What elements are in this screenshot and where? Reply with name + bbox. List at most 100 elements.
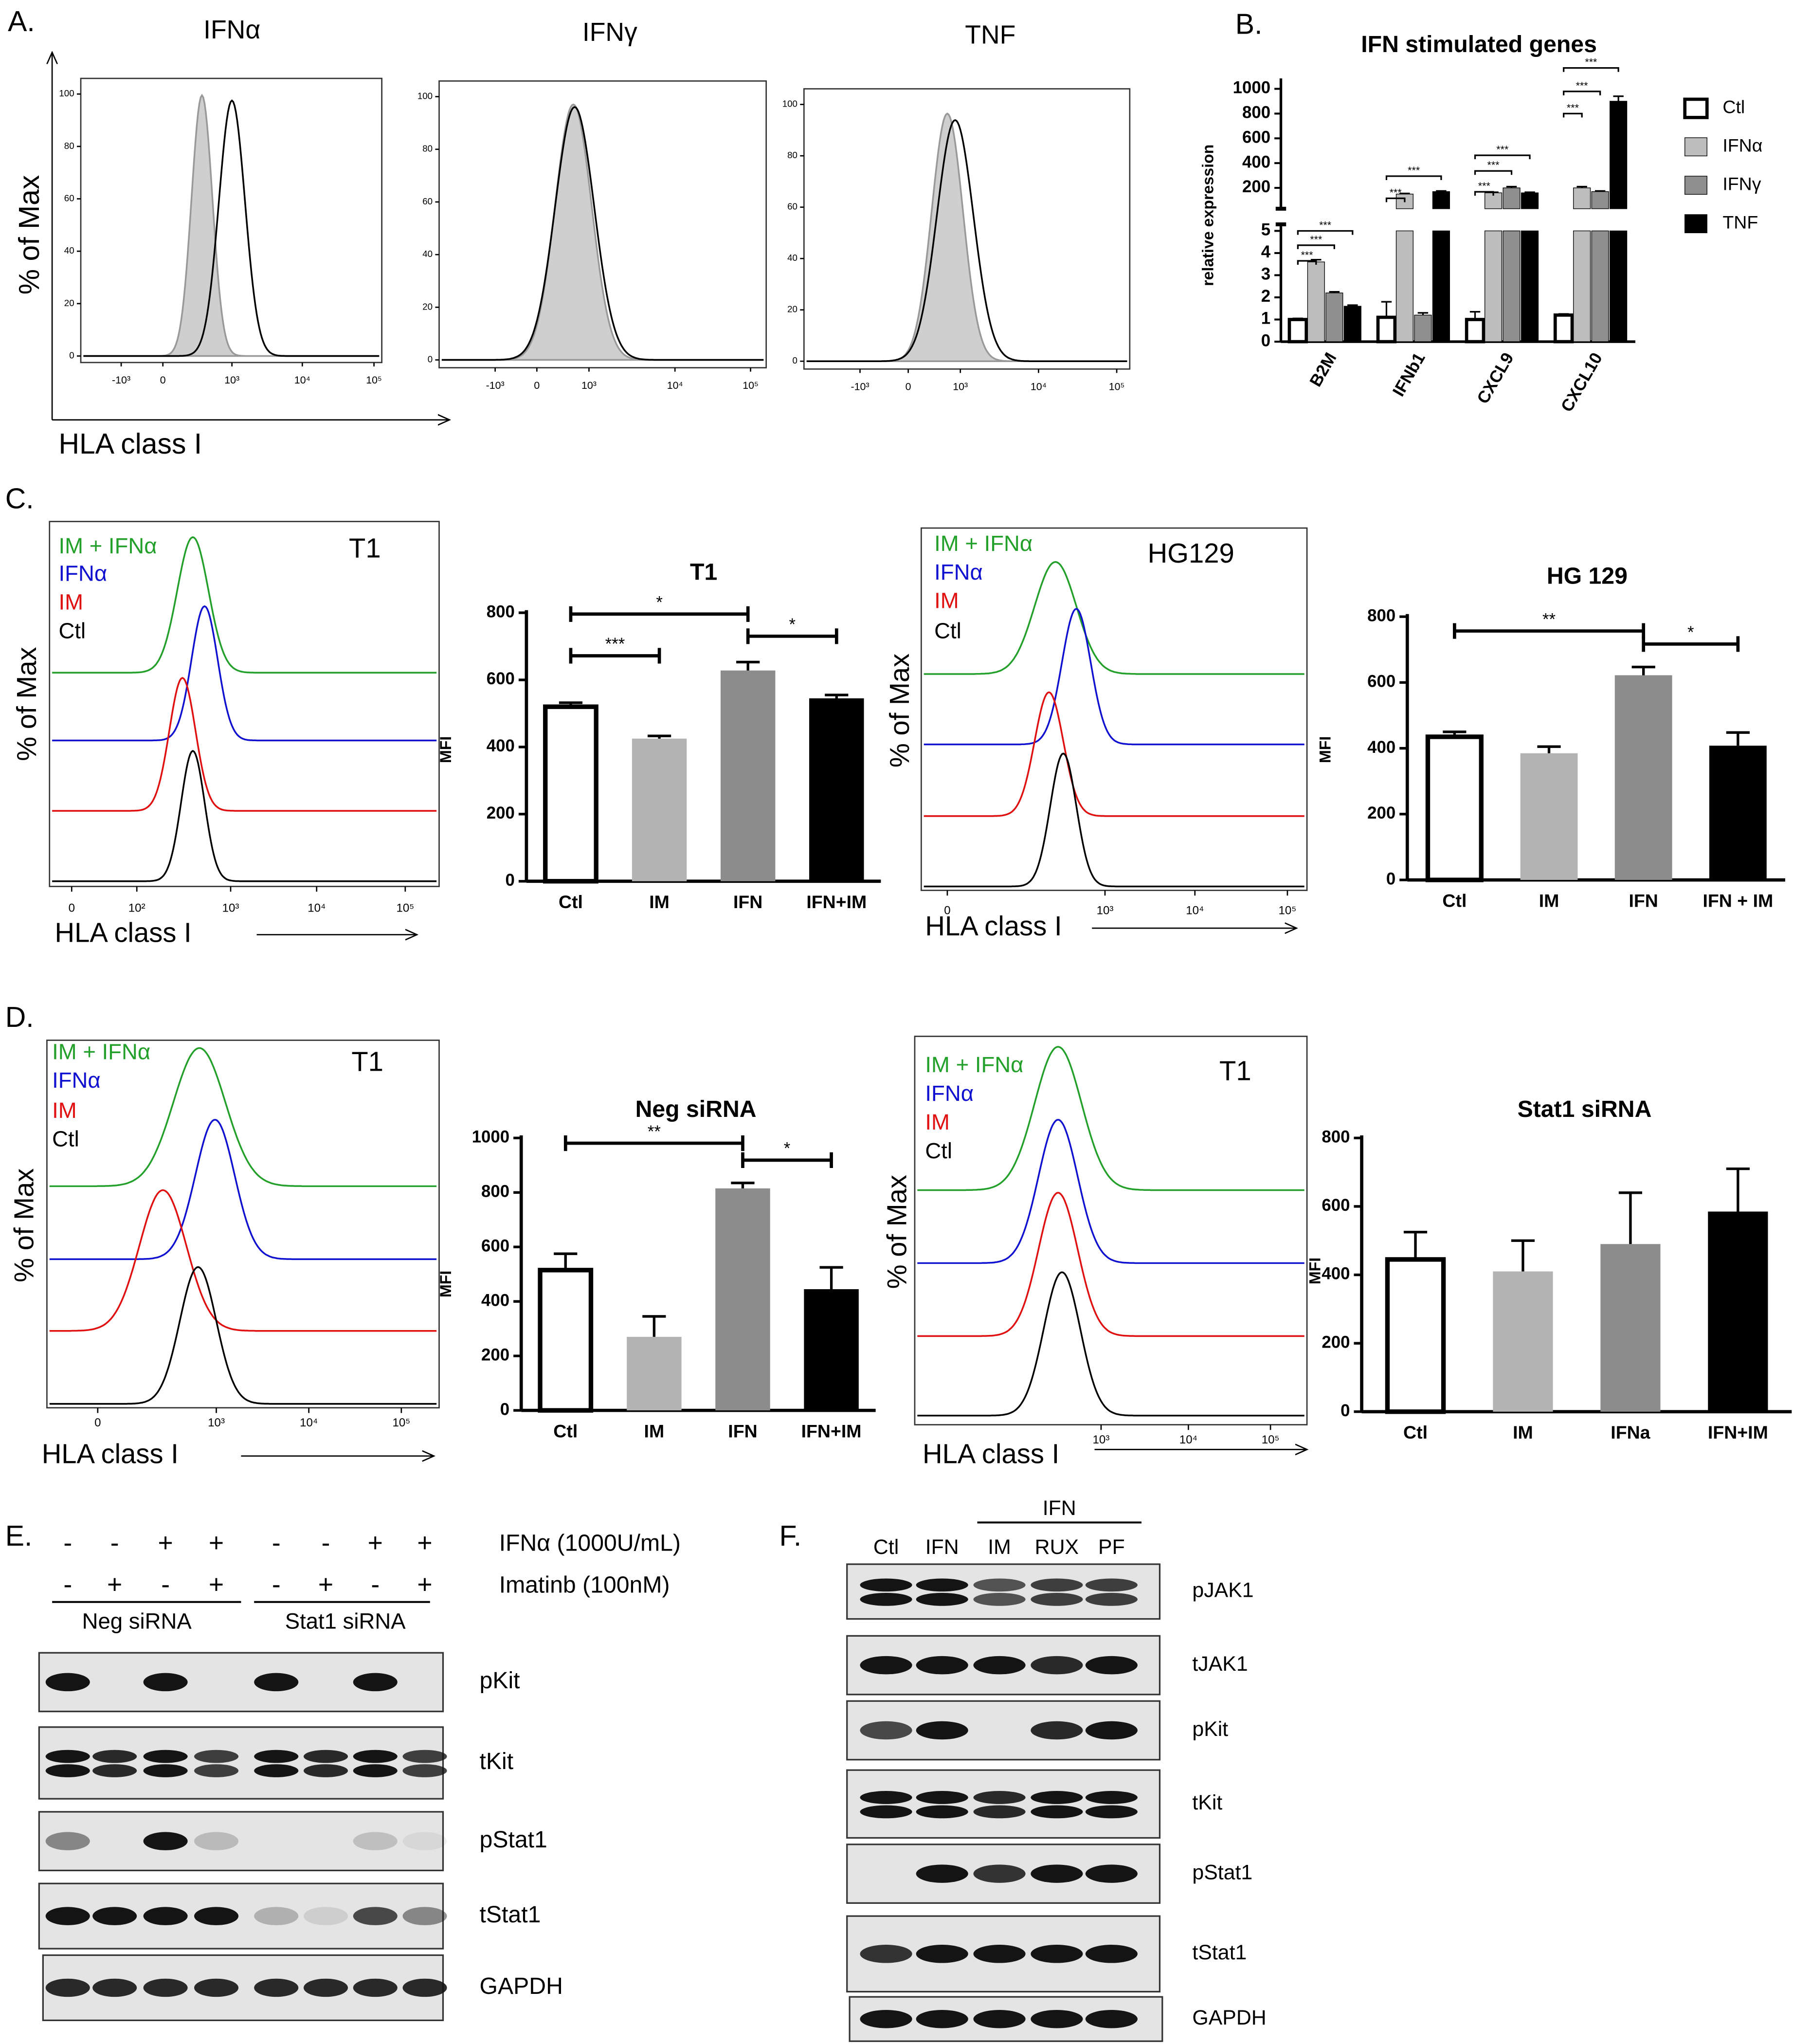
legend-entry: IM + IFNα [925,1052,1023,1077]
blot-band [92,1978,137,1997]
blot-band [1085,1656,1138,1675]
histogram-curve [49,1266,437,1405]
bar [715,1188,770,1411]
significance-bracket [1474,170,1513,175]
y-tick-label: 0 [1261,331,1270,350]
y-axis-label: % of Max [8,1168,39,1282]
significance-label: *** [1478,180,1490,192]
lane-label: Ctl [873,1535,899,1559]
blot-band [194,1764,239,1777]
x-tick-label: 10⁵ [743,380,759,391]
legend-entry: IM [52,1098,77,1123]
plot-frame [80,77,383,364]
panel-label: D. [5,1002,34,1033]
blot-membrane [38,1811,444,1872]
bar [1503,187,1521,209]
chart-title: T1 [690,559,717,585]
significance-label: *** [1576,80,1588,91]
blot-band [1085,1578,1138,1592]
histogram-curve [917,1192,1304,1337]
blot-band [303,1750,348,1763]
x-tick-label: IM [1513,1422,1533,1442]
bar [1503,230,1521,342]
blot-label: GAPDH [1192,2006,1266,2029]
y-tick-label: 80 [64,141,74,151]
x-tick-label: 10⁴ [1179,1433,1197,1446]
y-tick-label: 400 [487,736,515,755]
treatment-sign: - [322,1529,330,1557]
significance-bracket [1297,260,1317,265]
significance-label: *** [1567,102,1579,113]
panel-label: E. [5,1520,33,1552]
x-axis-label: HLA class I [925,911,1062,941]
blot-band [860,2009,912,2028]
blot-band [860,1592,912,1606]
legend-entry: Ctl [59,618,86,643]
panel-label: C. [5,483,34,514]
blot-band [353,1832,398,1850]
plot-title: TNF [965,21,1015,50]
x-tick-label: 0 [94,1416,101,1429]
x-tick-label: 10⁴ [294,374,310,386]
significance-label: * [784,1139,791,1158]
histogram-curve [917,1046,1304,1191]
bar [720,670,776,881]
error-bar [1506,185,1517,188]
bar [1591,230,1609,342]
legend-entry: IM + IFNα [934,531,1032,556]
x-tick-label: Ctl [1442,891,1467,911]
bar [543,704,598,884]
y-tick-label: 40 [787,253,797,263]
plot-title: IFNγ [582,18,637,47]
y-axis-label: relative expression [1199,145,1217,286]
y-tick-label: 60 [64,193,74,203]
histogram-curve [924,608,1304,746]
legend-swatch [1684,214,1707,234]
blot-band [1085,2009,1138,2028]
bar [1465,318,1485,344]
blot-band [92,1750,137,1763]
legend-entry: IFNα [934,560,983,584]
chart-title: IFN stimulated genes [1361,31,1597,57]
x-tick-label: 10⁵ [392,1416,410,1429]
significance-bracket [1563,112,1583,118]
blot-band [194,1750,239,1763]
significance-bracket [1385,175,1442,180]
x-tick-label: IFN [728,1421,757,1441]
blot-band [45,1978,90,1997]
error-bar [559,701,583,707]
x-tick-label: 10² [128,901,145,914]
y-tick-label: 3 [1261,265,1270,284]
blot-label: pKit [480,1667,521,1694]
significance-label: *** [1390,186,1402,198]
significance-label: * [1687,623,1694,642]
blot-band [1031,1656,1083,1675]
significance-label: *** [1496,144,1508,155]
histogram-curve [49,1119,437,1260]
x-tick-label: 10³ [222,901,239,914]
x-tick-label: 10³ [208,1416,225,1429]
blot-band [143,1750,188,1763]
lane-label: RUX [1035,1535,1079,1559]
bar [1414,314,1432,342]
histogram-curve [83,99,380,357]
bar [1600,1244,1661,1412]
x-axis-label: HLA class I [54,917,191,948]
blot-band [973,1578,1026,1592]
y-tick-label: 100 [782,99,797,109]
y-tick-label: 20 [787,304,797,314]
lane-label: PF [1098,1535,1125,1559]
bar [1395,230,1414,342]
histogram-curve [441,106,764,361]
blot-band [916,2009,968,2028]
bar [1376,315,1397,344]
histogram-curve [917,1271,1304,1417]
blot-band [860,1578,912,1592]
y-axis-label: % of Max [882,1175,912,1289]
blot-membrane [846,1563,1161,1620]
bar [804,1289,859,1411]
error-bar [1469,310,1481,320]
significance-bracket [1385,197,1406,202]
y-tick-label: 40 [422,249,433,259]
x-tick-label: IM [644,1421,665,1441]
